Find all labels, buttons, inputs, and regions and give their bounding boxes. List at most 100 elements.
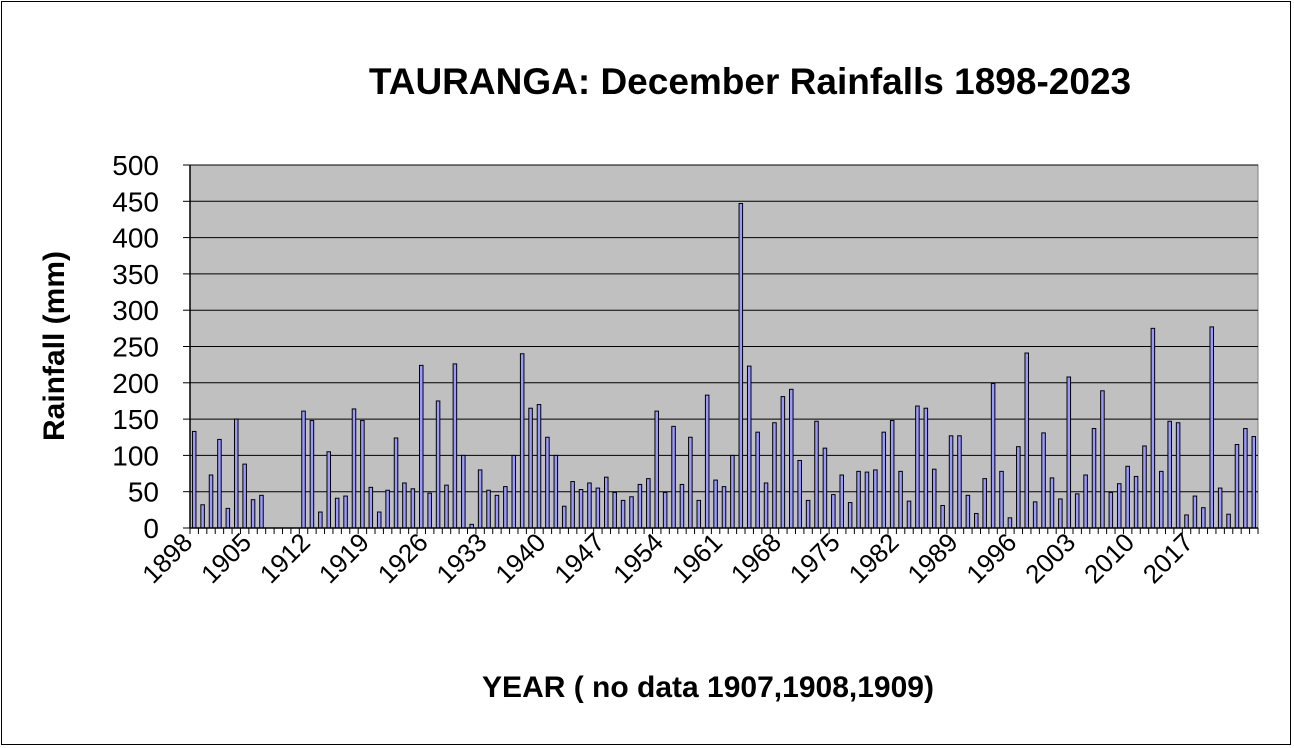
bar-1943: [570, 481, 575, 529]
bar-1941: [553, 454, 559, 529]
bar-2012: [1150, 327, 1156, 529]
x-tick-label: 1961: [666, 527, 728, 589]
bar-1925: [418, 364, 424, 529]
bar-1996: [1016, 446, 1021, 529]
bar-1965: [755, 431, 760, 529]
x-axis-label: YEAR ( no data 1907,1908,1909): [482, 671, 934, 704]
bar-1903: [233, 418, 239, 529]
gridlines: [190, 164, 1258, 493]
bar-1902: [225, 507, 231, 529]
bar-1959: [704, 394, 710, 529]
bar-1983: [906, 500, 912, 529]
bar-2011: [1142, 445, 1147, 529]
bar-1950: [629, 496, 634, 529]
bar-1932: [477, 469, 483, 529]
bar-1997: [1024, 352, 1029, 529]
bar-1987: [940, 504, 945, 529]
bar-1914: [326, 451, 332, 529]
bar-1917: [351, 408, 357, 529]
bar-1937: [519, 353, 525, 529]
bar-2013: [1159, 470, 1164, 529]
bar-2022: [1234, 444, 1240, 529]
bar-1924: [410, 488, 416, 529]
bar-1972: [814, 420, 819, 529]
bar-2024: [1251, 436, 1257, 529]
bar-1947: [604, 476, 609, 529]
bar-1916: [343, 495, 348, 529]
x-tick-label: 1912: [254, 527, 316, 589]
bar-1915: [334, 497, 340, 529]
bar-2016: [1184, 514, 1189, 529]
bar-2010: [1133, 475, 1139, 529]
bar-2002: [1066, 376, 1072, 529]
bar-1911: [301, 410, 306, 529]
bar-1990: [965, 494, 971, 529]
bar-1968: [780, 396, 786, 529]
x-tick-label: 2017: [1137, 527, 1199, 589]
bar-1978: [864, 471, 870, 529]
bar-1921: [385, 489, 390, 529]
y-tick-label: 150: [112, 404, 159, 435]
bar-1901: [217, 438, 222, 529]
axes: [183, 164, 1259, 534]
bar-1998: [1032, 501, 1038, 529]
bar-1905: [250, 499, 256, 529]
x-tick-label: 1982: [843, 527, 905, 589]
x-tick-label: 1989: [901, 527, 963, 589]
bar-1918: [360, 420, 365, 529]
x-tick-label: 2010: [1078, 527, 1140, 589]
bar-2008: [1116, 483, 1122, 529]
bar-1975: [839, 474, 844, 529]
bar-1940: [545, 436, 550, 529]
bar-1980: [881, 431, 887, 529]
bar-1993: [990, 383, 996, 529]
bar-1898: [191, 430, 197, 529]
x-tick-label: 1954: [607, 527, 669, 589]
bar-2007: [1108, 491, 1114, 529]
bar-1936: [511, 454, 517, 529]
x-tick-label: 1919: [313, 527, 375, 589]
bar-1964: [746, 365, 752, 529]
bar-1946: [595, 487, 601, 529]
y-tick-label: 250: [112, 332, 159, 363]
y-tick-label: 450: [112, 186, 159, 217]
x-tick-label: 1975: [784, 527, 846, 589]
bar-1922: [393, 437, 399, 529]
bar-2006: [1100, 390, 1105, 529]
bar-1930: [461, 454, 466, 529]
bar-1899: [200, 504, 205, 529]
bar-1951: [637, 483, 643, 529]
bar-1999: [1041, 432, 1046, 529]
x-tick-label: 1926: [372, 527, 434, 589]
y-tick-label: 350: [112, 259, 159, 290]
bar-1976: [847, 502, 853, 529]
bar-1970: [797, 459, 802, 529]
bar-2018: [1201, 507, 1206, 529]
bar-1981: [889, 420, 895, 529]
x-tick-label: 1933: [430, 527, 492, 589]
bar-1919: [368, 486, 374, 529]
bar-1966: [763, 482, 769, 529]
bar-1967: [772, 422, 777, 529]
x-tick-label: 1947: [548, 527, 610, 589]
bar-1938: [528, 407, 533, 529]
x-tick-label: 1905: [195, 527, 257, 589]
bar-1973: [822, 447, 828, 529]
bar-2009: [1125, 465, 1130, 529]
bar-2000: [1049, 477, 1055, 529]
bar-1989: [957, 435, 962, 529]
bar-1928: [444, 484, 449, 529]
bar-1949: [620, 499, 626, 529]
bar-1904: [242, 463, 247, 529]
bar-1971: [805, 499, 811, 529]
y-tick-label: 300: [112, 295, 159, 326]
bar-1958: [696, 499, 702, 529]
bar-1986: [931, 468, 937, 529]
bar-1984: [915, 405, 920, 529]
y-tick-label: 100: [112, 440, 159, 471]
bar-2019: [1209, 326, 1215, 529]
bar-1939: [536, 404, 542, 529]
bar-2005: [1091, 428, 1097, 529]
bar-1934: [494, 494, 500, 529]
y-tick-label: 400: [112, 223, 159, 254]
